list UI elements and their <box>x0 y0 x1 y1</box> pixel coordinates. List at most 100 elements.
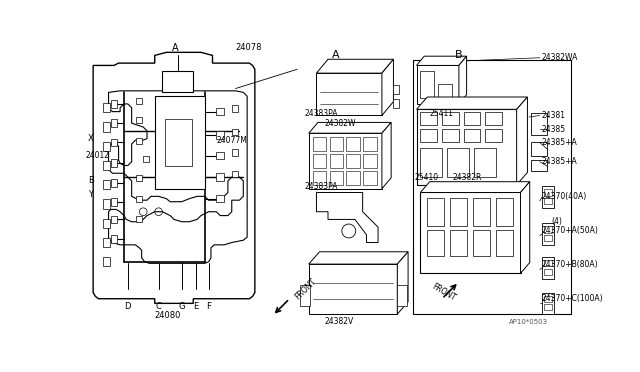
Bar <box>545 235 552 241</box>
Polygon shape <box>516 97 527 185</box>
Text: B: B <box>455 51 463 60</box>
Text: F: F <box>206 302 211 311</box>
Bar <box>111 139 117 146</box>
Bar <box>316 73 382 115</box>
Text: D: D <box>125 302 131 311</box>
Polygon shape <box>417 56 467 65</box>
Bar <box>531 160 547 171</box>
Text: 24385+A: 24385+A <box>541 157 577 166</box>
Bar <box>103 219 110 228</box>
Bar <box>420 148 442 177</box>
Bar <box>545 198 552 204</box>
Bar <box>308 264 397 314</box>
Bar <box>330 171 344 185</box>
Bar <box>308 133 382 189</box>
Bar <box>232 150 238 155</box>
Bar <box>103 161 110 170</box>
Polygon shape <box>420 182 530 192</box>
Text: 25410: 25410 <box>414 173 438 182</box>
Text: C: C <box>156 302 161 311</box>
Bar <box>417 65 459 104</box>
Text: 24370(40A): 24370(40A) <box>541 192 586 201</box>
Bar <box>232 106 238 112</box>
Text: 24370+B(80A): 24370+B(80A) <box>541 260 598 269</box>
Bar <box>496 230 513 256</box>
Text: AP10*0503: AP10*0503 <box>509 319 548 325</box>
Bar <box>531 142 547 155</box>
Bar <box>300 285 310 307</box>
Text: 24370+A(50A): 24370+A(50A) <box>541 227 598 235</box>
Bar <box>542 293 554 314</box>
Bar <box>417 109 516 185</box>
Bar <box>542 257 554 279</box>
Polygon shape <box>397 252 408 314</box>
Bar <box>473 230 490 256</box>
Text: 24012: 24012 <box>86 151 109 160</box>
Bar <box>473 198 490 225</box>
Bar <box>103 257 110 266</box>
Text: 24382V: 24382V <box>324 317 353 326</box>
Polygon shape <box>417 97 527 109</box>
Bar <box>155 96 205 189</box>
Text: 24381: 24381 <box>541 111 565 120</box>
Bar <box>103 199 110 209</box>
Bar <box>111 198 117 206</box>
Bar <box>427 230 444 256</box>
Bar <box>163 71 193 92</box>
Bar <box>485 112 502 125</box>
Bar <box>136 196 141 202</box>
Bar <box>143 155 149 162</box>
Bar <box>346 171 360 185</box>
Bar <box>232 129 238 135</box>
Bar <box>542 186 554 208</box>
Polygon shape <box>459 56 467 104</box>
Text: B: B <box>88 176 93 185</box>
Bar <box>364 171 378 185</box>
Text: FRONT: FRONT <box>431 282 458 303</box>
Bar <box>442 112 459 125</box>
Bar <box>216 131 224 139</box>
Bar <box>312 154 326 168</box>
Polygon shape <box>308 122 391 133</box>
Bar <box>103 238 110 247</box>
Bar <box>103 180 110 189</box>
Bar <box>364 137 378 151</box>
Text: 24382WA: 24382WA <box>541 53 578 62</box>
Text: 24080: 24080 <box>155 311 181 320</box>
Bar <box>111 119 117 127</box>
Text: 24382W: 24382W <box>324 119 356 128</box>
Bar <box>136 98 141 104</box>
Bar <box>420 129 437 142</box>
Bar <box>438 84 452 98</box>
Bar <box>136 117 141 123</box>
Bar <box>420 71 435 98</box>
Text: 24385+A: 24385+A <box>541 138 577 147</box>
Bar <box>463 129 481 142</box>
Bar <box>450 198 467 225</box>
Bar <box>111 100 117 108</box>
Bar <box>420 192 520 273</box>
Bar <box>397 285 407 307</box>
Bar <box>136 138 141 144</box>
Bar <box>164 119 192 166</box>
Bar <box>232 171 238 177</box>
Polygon shape <box>316 59 394 73</box>
Bar <box>545 260 552 266</box>
Bar <box>442 129 459 142</box>
Bar <box>427 198 444 225</box>
Bar <box>542 223 554 245</box>
Bar <box>420 112 437 125</box>
Bar <box>330 137 344 151</box>
Bar <box>474 148 496 177</box>
Bar <box>346 154 360 168</box>
Text: 24078: 24078 <box>236 43 262 52</box>
Bar <box>545 226 552 232</box>
Bar <box>216 108 224 115</box>
Polygon shape <box>308 252 408 264</box>
Bar <box>312 171 326 185</box>
Text: E: E <box>193 302 198 311</box>
Bar <box>545 296 552 302</box>
Text: 24077M: 24077M <box>216 136 247 145</box>
Bar <box>531 113 547 135</box>
Bar <box>216 152 224 159</box>
